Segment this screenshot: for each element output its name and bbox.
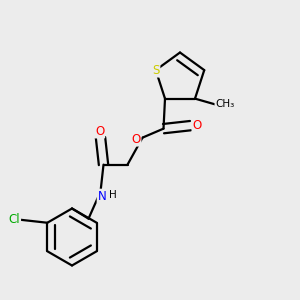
- Text: N: N: [98, 190, 106, 202]
- Text: O: O: [131, 133, 140, 146]
- Text: O: O: [193, 119, 202, 132]
- Text: Cl: Cl: [8, 213, 20, 226]
- Text: S: S: [152, 64, 159, 76]
- Text: H: H: [109, 190, 116, 200]
- Text: CH₃: CH₃: [215, 99, 235, 109]
- Text: O: O: [95, 124, 104, 137]
